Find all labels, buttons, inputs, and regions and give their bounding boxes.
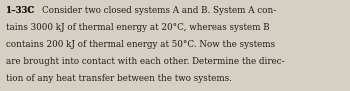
Text: tains 3000 kJ of thermal energy at 20°C, whereas system B: tains 3000 kJ of thermal energy at 20°C,…	[6, 23, 270, 32]
Text: are brought into contact with each other. Determine the direc-: are brought into contact with each other…	[6, 57, 285, 66]
Text: 1–33C: 1–33C	[6, 6, 36, 15]
Text: tion of any heat transfer between the two systems.: tion of any heat transfer between the tw…	[6, 74, 232, 83]
Text: contains 200 kJ of thermal energy at 50°C. Now the systems: contains 200 kJ of thermal energy at 50°…	[6, 40, 275, 49]
Text: 1–33C   Consider two closed systems A and B. System A con-: 1–33C Consider two closed systems A and …	[6, 6, 276, 15]
